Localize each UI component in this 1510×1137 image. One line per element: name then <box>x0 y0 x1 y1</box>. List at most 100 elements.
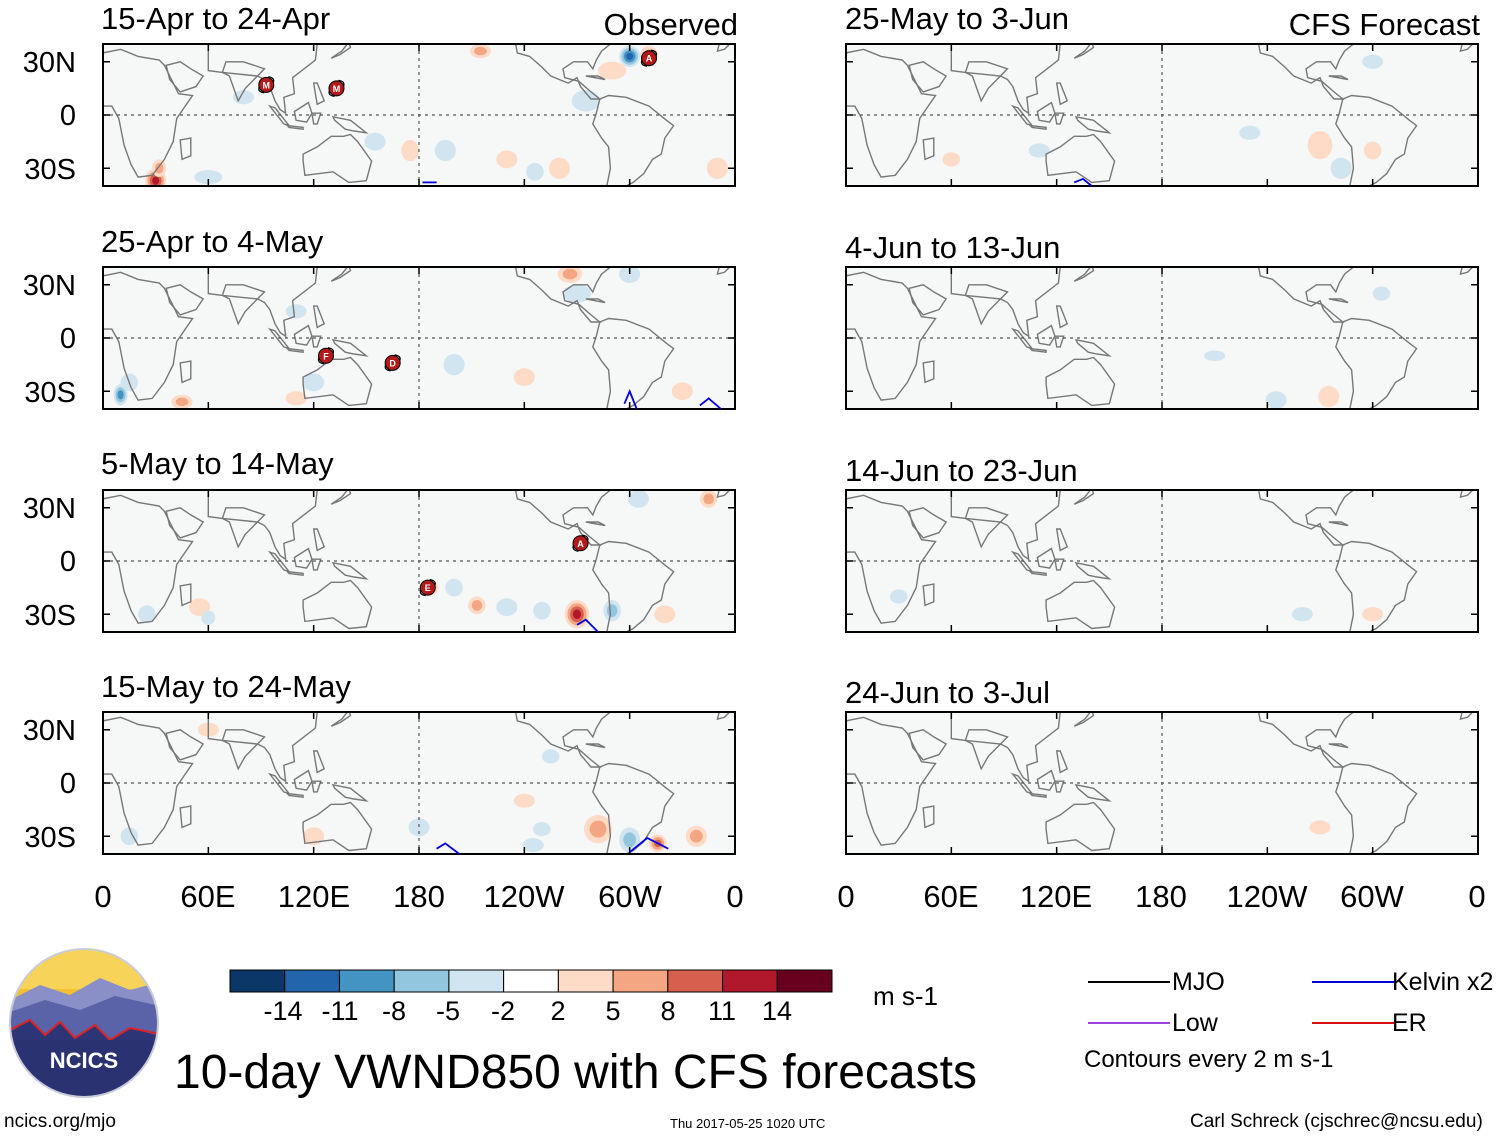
y-tick-label: 30N <box>22 47 76 79</box>
storm-marker-letter: F <box>323 351 329 361</box>
storm-marker-icon: D <box>384 354 401 372</box>
footer-url[interactable]: ncics.org/mjo <box>4 1111 116 1132</box>
coastline <box>1036 547 1056 569</box>
coastline <box>585 521 606 527</box>
wind-anomaly-blob <box>474 46 487 56</box>
storm-marker-icon: E <box>419 578 436 597</box>
wind-anomaly-blob <box>942 152 961 167</box>
y-tick-label: 0 <box>59 100 76 132</box>
wind-anomaly-blob <box>562 268 578 280</box>
coastline <box>922 137 935 161</box>
coastline <box>1459 712 1474 721</box>
coastline <box>311 558 322 571</box>
wind-anomaly-blob <box>175 397 189 407</box>
wind-anomaly-blob <box>1363 141 1382 160</box>
coastline <box>1055 528 1069 552</box>
coastline <box>592 94 675 186</box>
coastline <box>179 583 192 607</box>
coastline <box>1328 743 1349 749</box>
map-panel <box>102 266 736 410</box>
coastline <box>950 267 1061 338</box>
wind-anomaly-blob <box>117 390 124 400</box>
coastline <box>1054 112 1065 125</box>
y-tick-label: 30N <box>22 270 76 302</box>
colorbar-tick: 5 <box>605 996 621 1026</box>
wind-anomaly-blob <box>598 61 627 80</box>
panel-title: 4-Jun to 13-Jun <box>845 230 1061 265</box>
wind-anomaly-blob <box>1291 607 1313 622</box>
coastline <box>514 490 612 546</box>
contour-note: Contours every 2 m s-1 <box>1084 1046 1334 1073</box>
coastline <box>950 44 1061 115</box>
coastline <box>514 44 612 100</box>
coastline <box>1045 356 1116 407</box>
wind-anomaly-blob <box>572 609 582 619</box>
coastline <box>922 360 935 384</box>
coastline <box>285 570 304 576</box>
coastline <box>165 284 205 316</box>
coastline <box>1074 783 1112 802</box>
colorbar-segment <box>393 969 450 993</box>
coastline <box>207 490 318 561</box>
coastline <box>1257 44 1355 100</box>
coastline <box>207 267 318 338</box>
colorbar-segment <box>667 969 724 993</box>
wind-anomaly-blob <box>152 176 160 185</box>
coastline <box>846 494 937 624</box>
wind-anomaly-blob <box>703 493 714 505</box>
wind-anomaly-blob <box>1028 143 1050 158</box>
coastline <box>293 324 313 346</box>
panel-title: 15-Apr to 24-Apr <box>101 1 331 36</box>
legend-label-mjo: MJO <box>1172 968 1225 996</box>
y-tick-label: 30N <box>22 715 76 747</box>
wind-anomaly-blob <box>364 132 386 151</box>
wind-anomaly-blob <box>533 822 551 837</box>
coastline <box>716 712 731 721</box>
panel-title: 25-May to 3-Jun <box>845 1 1069 36</box>
wind-anomaly-blob <box>1372 286 1391 301</box>
colorbar-units: m s-1 <box>873 981 938 1011</box>
coastline <box>846 271 937 401</box>
chart-title: 10-day VWND850 with CFS forecasts <box>174 1046 977 1099</box>
storm-marker-letter: M <box>263 80 271 90</box>
kelvin-contour <box>629 836 669 853</box>
coastline <box>311 780 322 793</box>
wind-anomaly-blob <box>138 605 156 624</box>
coastline <box>179 360 192 384</box>
colorbar-tick: 2 <box>550 996 566 1026</box>
coastline <box>165 507 205 539</box>
legend-line-mjo <box>1088 981 1170 983</box>
coastline <box>293 769 313 791</box>
coastline <box>1055 82 1069 106</box>
coastline <box>1074 561 1112 580</box>
coastline <box>1054 335 1065 348</box>
coastline <box>1459 490 1474 499</box>
coastline <box>103 494 194 624</box>
y-tick-label: 30S <box>24 154 76 186</box>
x-tick-label: 0 <box>837 879 855 914</box>
colorbar-segment <box>229 969 286 993</box>
coastline <box>285 792 304 798</box>
coastline <box>1459 44 1474 53</box>
coastline <box>1054 780 1065 793</box>
coastline <box>331 783 369 802</box>
wind-anomaly-blob <box>571 90 600 112</box>
storm-marker-icon: M <box>258 76 275 94</box>
wind-anomaly-blob <box>408 818 430 837</box>
coastline <box>1054 558 1065 571</box>
coastline <box>302 579 373 630</box>
footer-timestamp: Thu 2017-05-25 1020 UTC <box>670 1116 826 1131</box>
wind-anomaly-blob <box>889 589 908 604</box>
coastline <box>1074 115 1112 134</box>
x-tick-label: 120W <box>1226 879 1308 914</box>
wind-anomaly-blob <box>589 820 607 838</box>
coastline <box>592 317 675 409</box>
kelvin-contour <box>1073 177 1093 187</box>
y-tick-label: 0 <box>59 768 76 800</box>
coastline <box>331 115 369 134</box>
coastline <box>103 716 194 846</box>
coastline <box>302 133 373 184</box>
wind-anomaly-blob <box>1318 385 1340 408</box>
ncics-logo: NCICS <box>9 948 159 1098</box>
